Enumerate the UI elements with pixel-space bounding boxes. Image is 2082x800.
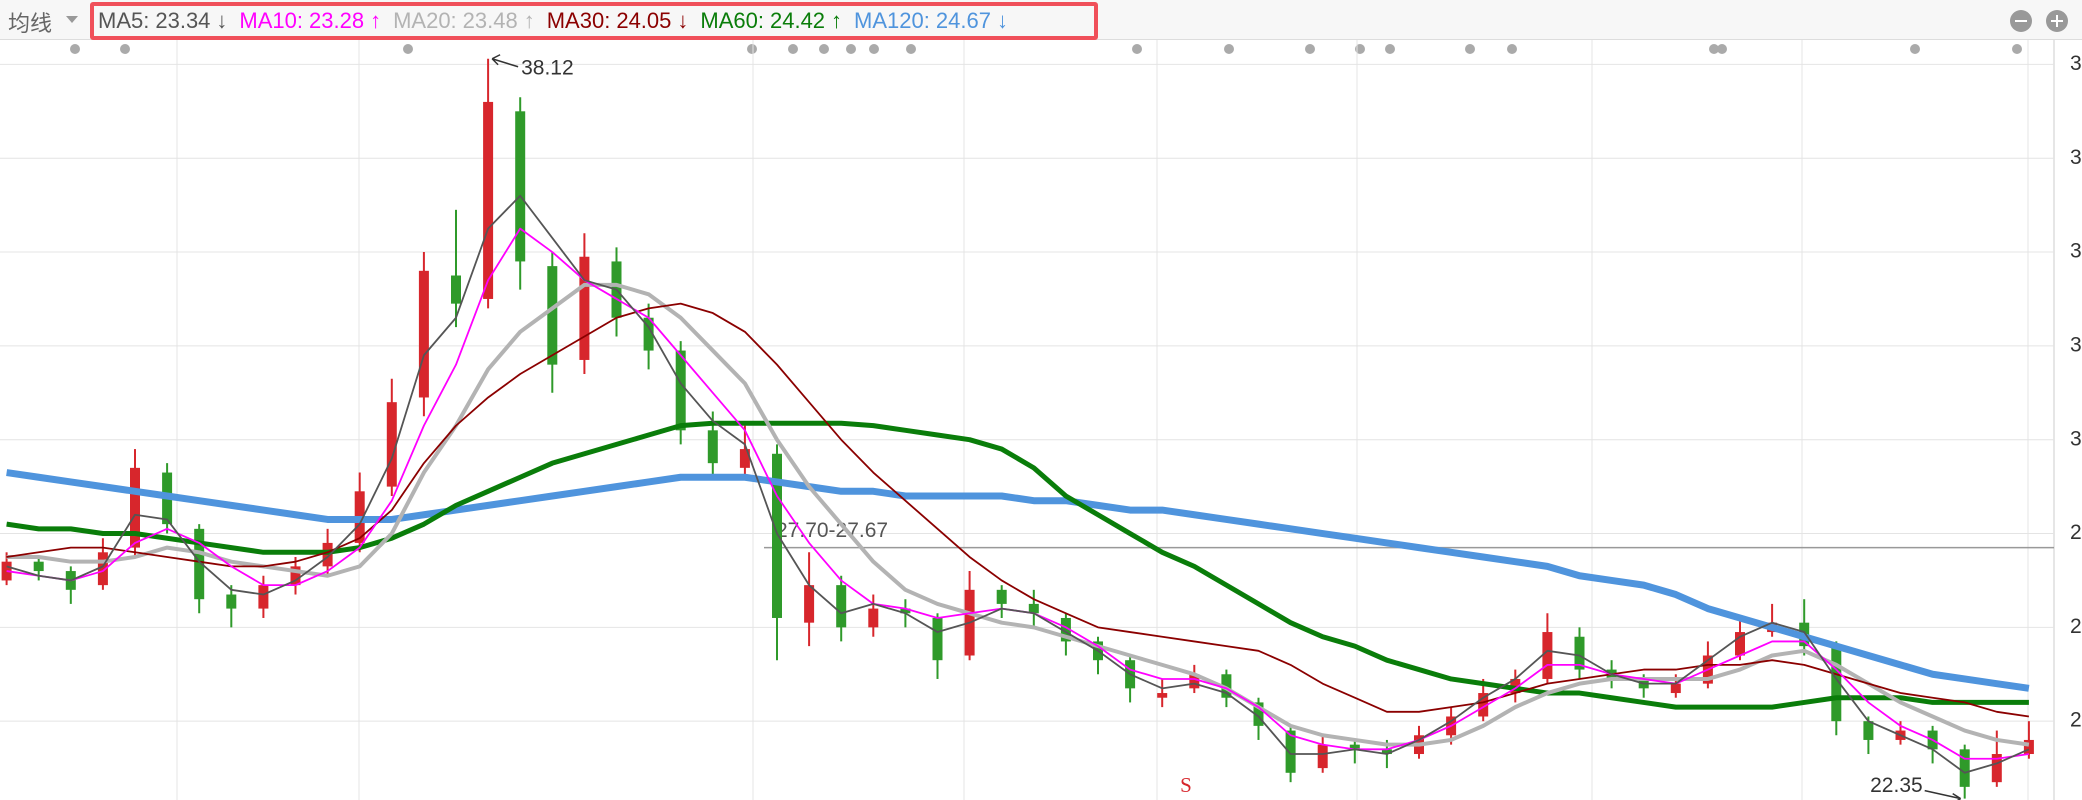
legend-trend: ↑: [370, 8, 382, 33]
y-tick-label: 26: [2070, 615, 2082, 638]
candle-body: [226, 594, 237, 609]
candle-body: [547, 266, 558, 365]
low-label: 22.35: [1870, 774, 1923, 797]
legend-name: MA120:: [854, 8, 930, 33]
legend-name: MA5:: [98, 8, 150, 33]
candle-body: [1253, 702, 1264, 726]
legend-latest: 23.48: [462, 8, 518, 33]
candle-body: [33, 561, 44, 572]
zoom-in-button[interactable]: [2046, 10, 2068, 32]
candle-body: [1831, 646, 1842, 722]
candle-body: [836, 585, 847, 628]
y-tick-label: 28: [2070, 521, 2082, 544]
legend-item: MA5: 23.34 ↓: [98, 8, 227, 34]
legend-latest: 24.67: [935, 8, 991, 33]
candle-body: [1028, 603, 1039, 614]
candle-body: [1991, 754, 2002, 783]
legend-item: MA30: 24.05 ↓: [547, 8, 689, 34]
y-tick-label: 36: [2070, 146, 2082, 169]
y-tick-label: 24: [2070, 709, 2082, 732]
legend-item: MA10: 23.28 ↑: [239, 8, 381, 34]
candle-body: [707, 430, 718, 464]
legend-latest: 23.34: [155, 8, 211, 33]
candle-body: [1863, 721, 1874, 740]
ma-line: [6, 469, 2030, 692]
ma-line: [6, 227, 2030, 760]
legend-latest: 23.28: [309, 8, 365, 33]
legend-item: MA120: 24.67 ↓: [854, 8, 1008, 34]
candle-body: [900, 608, 911, 614]
candle-body: [1317, 744, 1328, 769]
chart: 24 26 28 30 32 34 36 38 27.70-27.67 38.12 22.35 S: [0, 40, 2082, 800]
candle-body: [772, 453, 782, 618]
event-dots: [70, 44, 2022, 54]
y-tick-label: 38: [2070, 52, 2082, 75]
y-tick-label: 32: [2070, 333, 2082, 356]
toolbar: 均线 MA5: 23.34 ↓ MA10: 23.28 ↑ MA20: 23.48 ↑ MA30:…: [0, 0, 2082, 40]
legend-trend: ↓: [677, 8, 689, 33]
candle-body: [579, 256, 590, 360]
candle-body: [194, 528, 205, 600]
candle-body: [932, 617, 943, 661]
legend-latest: 24.05: [616, 8, 672, 33]
candle-body: [1189, 674, 1200, 689]
candle-body: [996, 589, 1007, 604]
legend-name: MA10:: [239, 8, 304, 33]
candle-body: [675, 350, 686, 431]
candle-body: [1221, 674, 1232, 698]
ma-line: [6, 282, 2030, 747]
candle-body: [1157, 693, 1168, 698]
candle-body: [1349, 744, 1360, 750]
legend-name: MA60:: [700, 8, 764, 33]
high-label: 38.12: [521, 56, 574, 79]
low-arrow: [1924, 789, 1962, 800]
candle-body: [2023, 739, 2034, 755]
high-arrow: [491, 54, 519, 68]
candle-body: [1574, 636, 1585, 670]
candle-body: [1060, 617, 1071, 642]
candle-body: [868, 608, 879, 628]
candle-body: [515, 111, 526, 262]
indicator-selector[interactable]: 均线: [8, 11, 53, 36]
y-tick-label: 30: [2070, 427, 2082, 450]
candle-body: [1542, 632, 1553, 679]
legend-trend: ↓: [996, 8, 1008, 33]
candle-body: [130, 467, 140, 548]
candle-body: [451, 275, 461, 304]
legend-name: MA30:: [546, 8, 611, 33]
candle-body: [1670, 683, 1681, 694]
candle-body: [643, 317, 654, 351]
ma-line: [6, 420, 2029, 710]
candle-body: [1959, 749, 1970, 787]
ma-line: [6, 194, 2030, 774]
legend-name: MA20:: [393, 8, 457, 33]
candle-body: [258, 585, 269, 609]
candle-body: [483, 101, 494, 299]
ma-legend: MA5: 23.34 ↓ MA10: 23.28 ↑ MA20: 23.48 ↑ MA30: 24.…: [90, 2, 1098, 40]
candle-body: [739, 449, 750, 468]
candle-body: [290, 566, 301, 586]
legend-trend: ↑: [831, 8, 843, 33]
price-line-label: 27.70-27.67: [776, 519, 888, 542]
candle-body: [386, 402, 397, 487]
zoom-out-button[interactable]: [2010, 10, 2032, 32]
candle-body: [418, 270, 429, 398]
legend-trend: ↑: [523, 8, 535, 33]
legend-trend: ↓: [216, 8, 228, 33]
candle-body: [1285, 730, 1296, 773]
signal-marker: S: [1180, 773, 1192, 797]
candle-body: [1381, 749, 1392, 755]
dropdown-caret[interactable]: [66, 16, 78, 23]
ma-line: [6, 302, 2030, 718]
y-tick-label: 34: [2070, 240, 2082, 263]
candle-body: [1735, 632, 1745, 656]
legend-item: MA20: 23.48 ↑: [393, 8, 535, 34]
candle-body: [1478, 693, 1489, 717]
legend-item: MA60: 24.42 ↑: [700, 8, 842, 34]
candle-body: [97, 552, 108, 586]
candle-body: [804, 585, 815, 623]
legend-latest: 24.42: [769, 8, 826, 33]
